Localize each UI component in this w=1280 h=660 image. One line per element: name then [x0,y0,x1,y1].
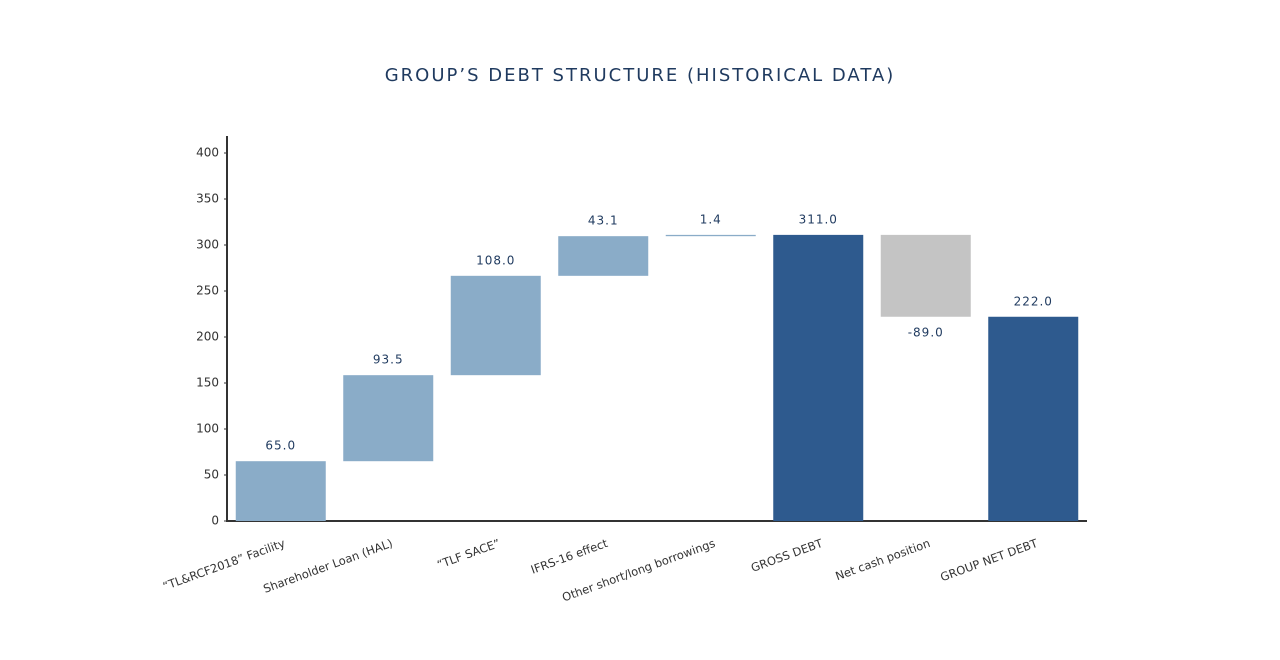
bar [450,275,541,376]
y-tick-label: 200 [196,330,219,344]
y-tick-label: 50 [204,468,219,482]
x-tick-label: Net cash position [833,536,931,583]
value-label: 222.0 [1014,294,1053,308]
bar [343,375,434,462]
value-label: 311.0 [799,212,838,226]
y-tick-label: 0 [211,514,219,528]
value-label: 43.1 [588,214,619,228]
bar [880,234,971,317]
value-label: 108.0 [476,253,515,267]
bar [558,236,649,276]
y-tick-label: 300 [196,238,219,252]
x-tick-label: “TLF SACE” [435,536,502,572]
bar [773,234,864,521]
value-label: -89.0 [908,325,944,339]
x-tick-label: GROUP NET DEBT [938,536,1040,585]
y-tick-label: 250 [196,284,219,298]
x-tick-label: IFRS-16 effect [529,536,610,577]
x-tick-label: GROSS DEBT [749,536,825,575]
chart-title: GROUP’S DEBT STRUCTURE (HISTORICAL DATA) [385,65,896,86]
bar [988,316,1079,521]
y-tick-label: 350 [196,192,219,206]
y-tick-label: 150 [196,376,219,390]
y-tick-label: 100 [196,422,219,436]
bar [665,234,756,237]
y-tick-label: 400 [196,146,219,160]
bar [235,461,326,521]
value-label: 1.4 [700,212,722,226]
value-label: 93.5 [373,353,404,367]
value-label: 65.0 [265,439,296,453]
